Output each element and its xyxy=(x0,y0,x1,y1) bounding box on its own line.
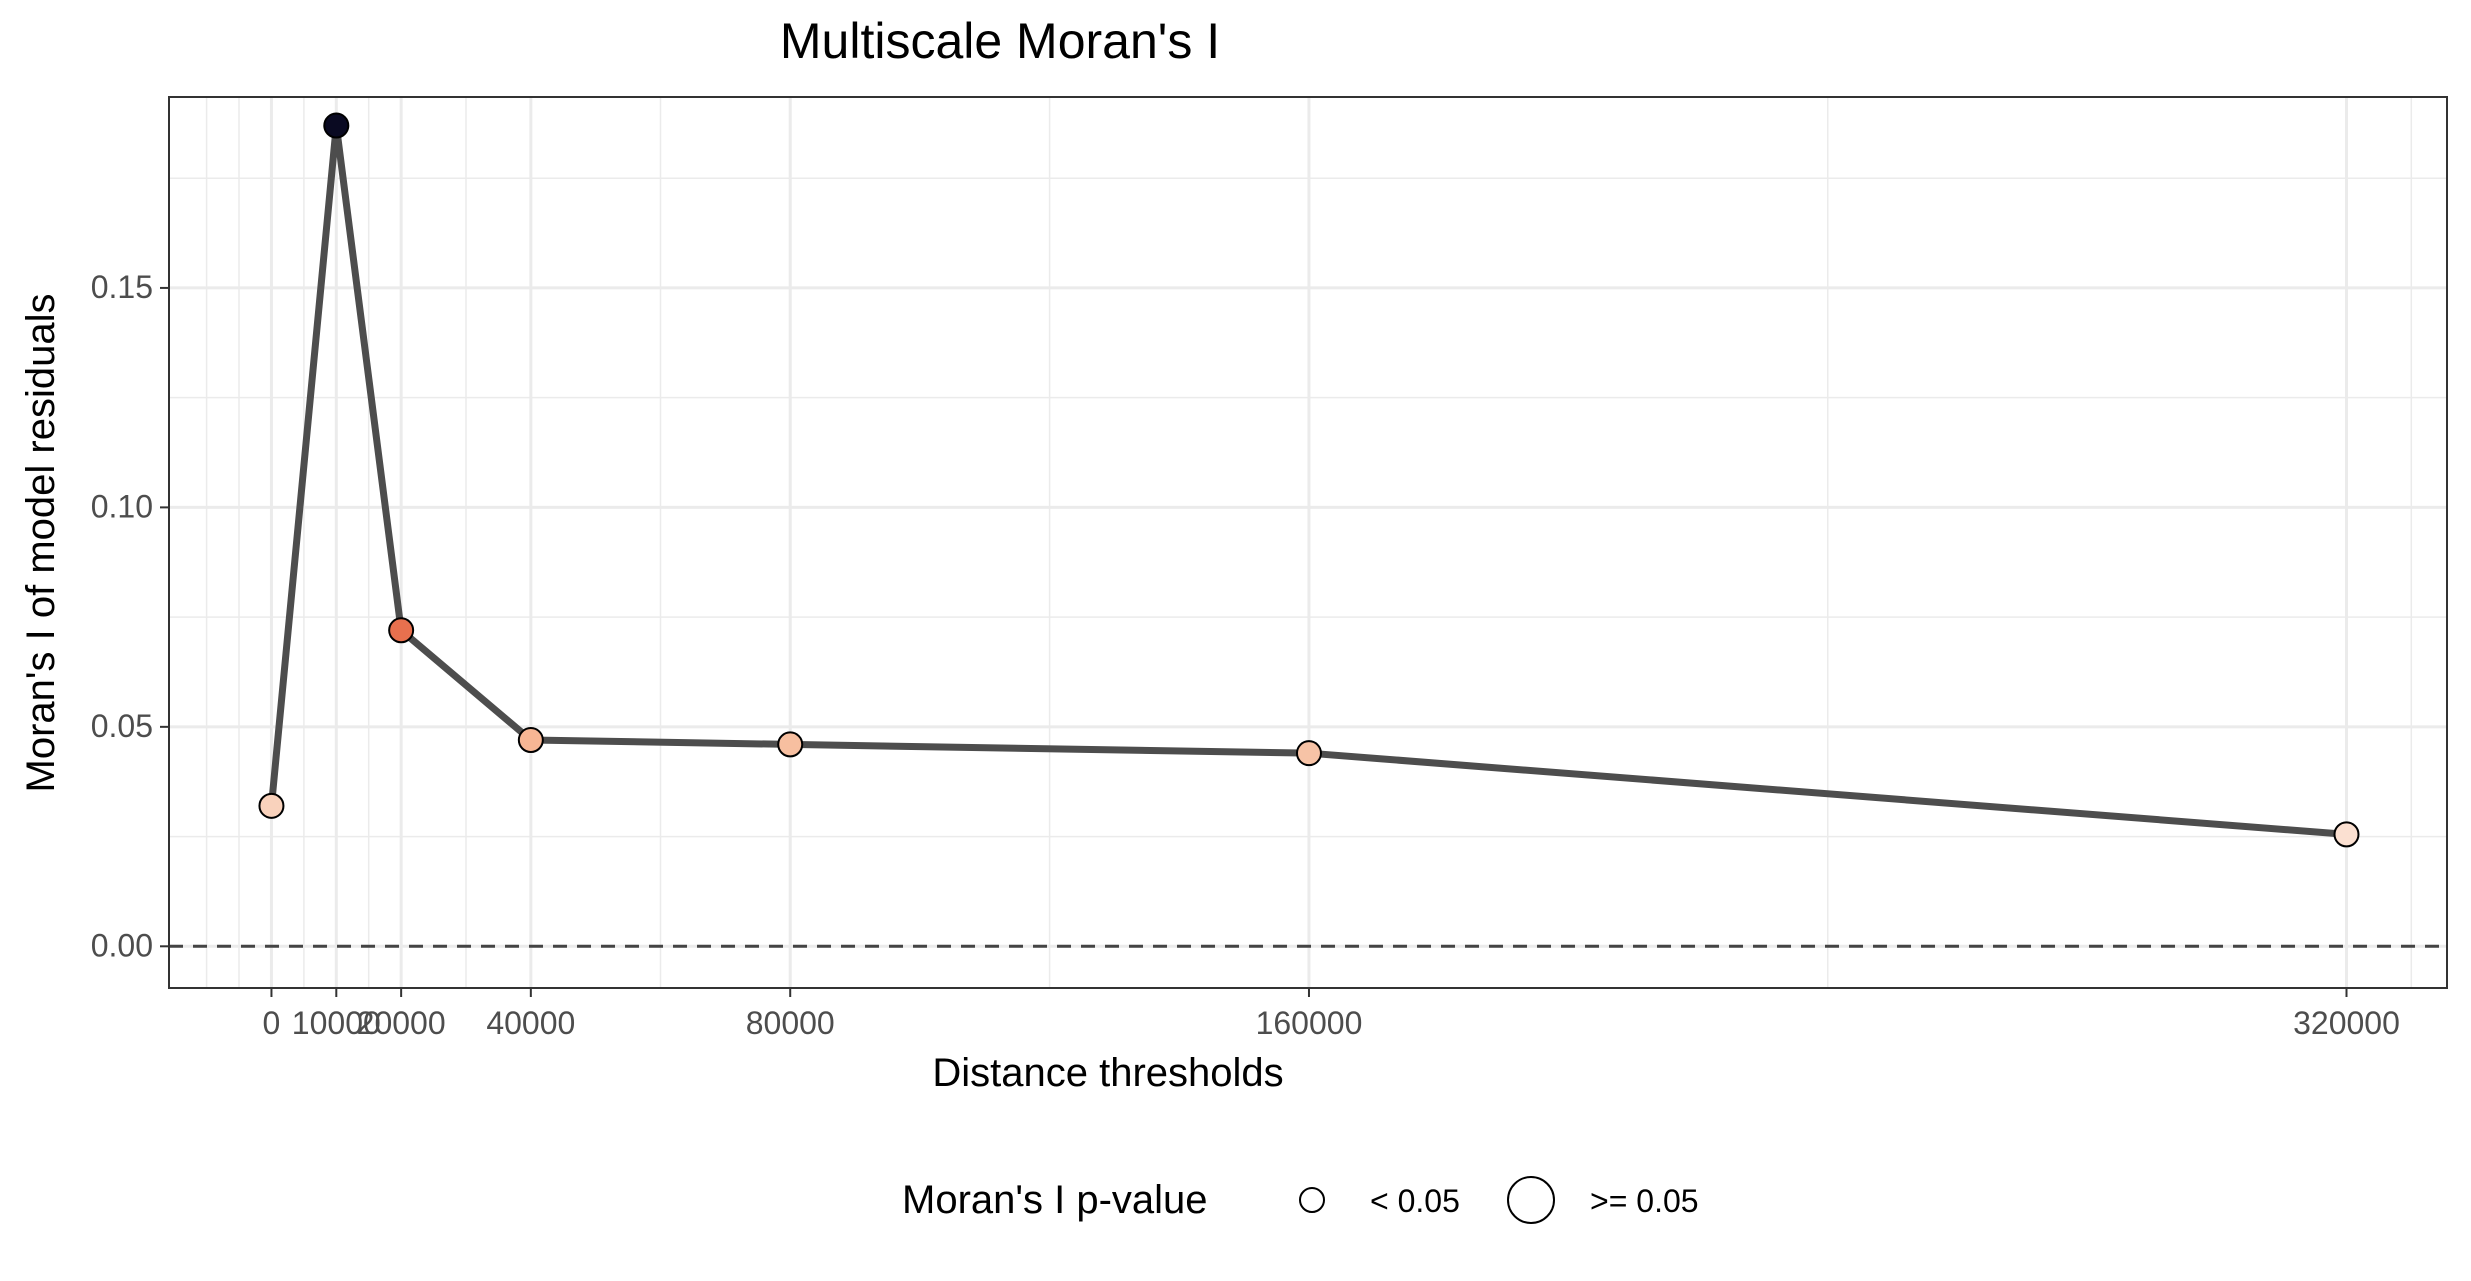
data-point xyxy=(258,792,285,819)
x-tick-label: 80000 xyxy=(746,1005,835,1041)
data-point xyxy=(323,112,350,139)
y-tick-label: 0.05 xyxy=(91,708,153,744)
y-tick-label: 0.00 xyxy=(91,927,153,963)
legend-label-significant: < 0.05 xyxy=(1370,1183,1460,1219)
x-tick-label: 0 xyxy=(263,1005,281,1041)
legend-label-not-significant: >= 0.05 xyxy=(1590,1183,1699,1219)
legend-key-large-circle xyxy=(1507,1176,1555,1224)
x-tick-label: 160000 xyxy=(1256,1005,1363,1041)
data-point xyxy=(517,727,544,754)
x-tick-label: 20000 xyxy=(357,1005,446,1041)
legend: Moran's I p-value < 0.05 >= 0.05 xyxy=(902,1176,1699,1224)
y-axis: 0.00 0.05 0.10 0.15 xyxy=(91,269,169,963)
y-axis-title: Moran's I of model residuals xyxy=(19,294,63,793)
data-points xyxy=(258,112,2360,848)
legend-title: Moran's I p-value xyxy=(902,1178,1208,1222)
data-point xyxy=(2333,821,2360,848)
data-point xyxy=(777,731,804,758)
x-tick-label: 40000 xyxy=(486,1005,575,1041)
data-point xyxy=(388,617,415,644)
legend-key-small-circle xyxy=(1299,1187,1325,1213)
data-point xyxy=(1295,740,1322,767)
chart-title: Multiscale Moran's I xyxy=(780,13,1220,69)
y-tick-label: 0.10 xyxy=(91,488,153,524)
x-axis-title: Distance thresholds xyxy=(932,1051,1283,1095)
x-tick-label: 10000 xyxy=(292,1005,381,1041)
y-tick-label: 0.15 xyxy=(91,269,153,305)
x-tick-label: 320000 xyxy=(2293,1005,2400,1041)
